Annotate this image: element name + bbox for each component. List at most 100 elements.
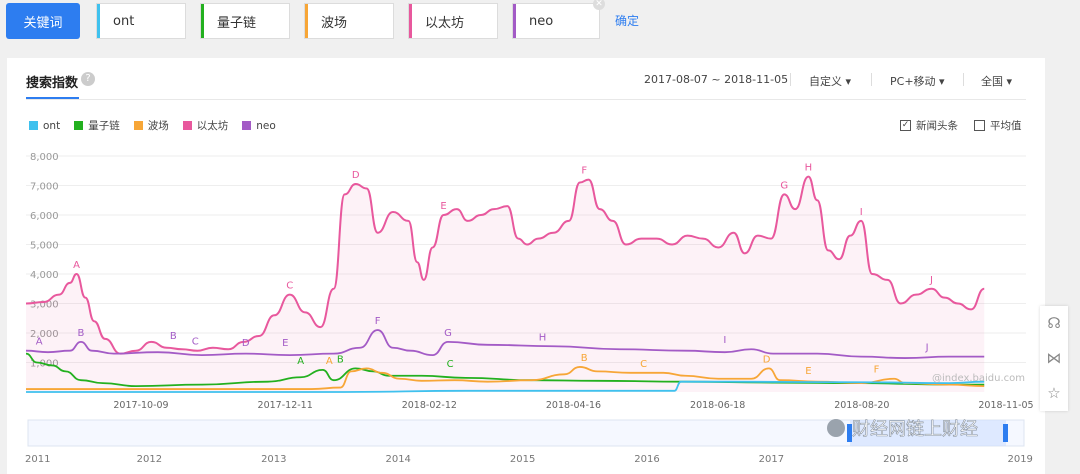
- keyword-ont[interactable]: ont: [96, 3, 186, 39]
- share-icon[interactable]: ⋈: [1046, 349, 1062, 367]
- divider: [26, 99, 1026, 100]
- keyword-label: 以太坊: [425, 15, 465, 31]
- news-checkbox[interactable]: ✓ 新闻头条: [900, 118, 958, 133]
- annotation-label: E: [282, 338, 288, 349]
- timeline-year-label: 2012: [137, 454, 162, 465]
- keyword-qtum[interactable]: 量子链: [200, 3, 290, 39]
- annotation-label: D: [763, 354, 771, 365]
- legend-label: 以太坊: [196, 120, 229, 132]
- annotation-label: J: [925, 343, 929, 354]
- average-label: 平均值: [990, 120, 1022, 132]
- chart-legend: ont 量子链 波场 以太坊 neo: [29, 118, 276, 133]
- keyword-button[interactable]: 关键词: [6, 3, 80, 39]
- legend-swatch: [182, 121, 192, 130]
- keyword-tron[interactable]: 波场: [304, 3, 394, 39]
- y-tick-label: 2,000: [30, 329, 59, 340]
- headset-icon[interactable]: ☊: [1047, 314, 1061, 332]
- legend-label: neo: [256, 119, 276, 132]
- wechat-icon: [827, 419, 845, 437]
- series-line: [25, 329, 985, 359]
- series-line: [25, 175, 985, 355]
- legend-item[interactable]: ont: [29, 118, 60, 133]
- timeline-year-label: 2018: [883, 454, 908, 465]
- x-tick-label: 2018-04-16: [546, 400, 601, 411]
- timeline-year-label: 2016: [634, 454, 659, 465]
- date-range[interactable]: 2017-08-07 ~ 2018-11-05: [644, 73, 789, 86]
- annotation-label: H: [805, 163, 813, 174]
- legend-item[interactable]: 以太坊: [182, 118, 229, 133]
- average-checkbox[interactable]: 平均值: [974, 118, 1022, 133]
- divider: [871, 73, 872, 86]
- timeline-selection: [850, 420, 1006, 446]
- panel-title: 搜索指数: [26, 76, 79, 91]
- timeline-year-label: 2019: [1007, 454, 1032, 465]
- annotation-label: J: [929, 275, 933, 286]
- legend-item[interactable]: 量子链: [74, 118, 120, 133]
- legend-swatch: [74, 121, 84, 130]
- annotation-label: I: [860, 207, 863, 218]
- annotation-label: G: [780, 180, 788, 191]
- annotation-label: F: [874, 365, 880, 376]
- legend-label: 量子链: [88, 120, 120, 132]
- timeline-year-label: 2015: [510, 454, 535, 465]
- annotation-label: H: [539, 332, 547, 343]
- star-icon[interactable]: ☆: [1047, 384, 1061, 402]
- legend-swatch: [29, 121, 38, 130]
- help-icon[interactable]: ?: [81, 72, 95, 86]
- annotation-label: A: [297, 356, 304, 367]
- annotation-label: B: [78, 328, 85, 339]
- annotation-label: D: [242, 338, 250, 349]
- region-dropdown[interactable]: 全国 ▾: [981, 73, 1012, 89]
- search-index-panel: 搜索指数 ? 2017-08-07 ~ 2018-11-05 自定义 ▾ PC+…: [7, 58, 1045, 474]
- checkbox-checked-icon: ✓: [900, 120, 911, 131]
- keyword-neo[interactable]: neo ✕: [512, 0, 605, 39]
- side-toolbar: ☊ ⋈ ☆: [1040, 306, 1068, 411]
- series-line: [26, 380, 985, 393]
- x-tick-label: 2017-10-09: [113, 400, 168, 411]
- y-tick-label: 6,000: [30, 211, 59, 222]
- y-tick-label: 7,000: [30, 182, 59, 193]
- series-area: [26, 176, 985, 392]
- confirm-button[interactable]: 确定: [615, 14, 640, 28]
- checkbox-icon: [974, 120, 985, 131]
- x-tick-label: 2018-02-12: [402, 400, 457, 411]
- legend-item[interactable]: neo: [242, 118, 276, 133]
- legend-label: 波场: [147, 120, 169, 132]
- navigator-handle-left: [847, 424, 852, 442]
- device-dropdown[interactable]: PC+移动 ▾: [890, 73, 945, 89]
- y-tick-label: 4,000: [30, 270, 59, 281]
- y-tick-label: 3,000: [30, 300, 59, 311]
- annotation-label: G: [444, 328, 452, 339]
- legend-label: ont: [43, 119, 61, 132]
- keyword-label: 波场: [321, 15, 348, 31]
- close-icon[interactable]: ✕: [593, 0, 605, 10]
- annotation-label: F: [375, 316, 381, 327]
- annotation-label: C: [286, 281, 293, 292]
- caret-down-icon: ▾: [939, 75, 945, 88]
- legend-item[interactable]: 波场: [133, 118, 169, 133]
- annotation-label: A: [36, 337, 43, 348]
- custom-dropdown[interactable]: 自定义 ▾: [809, 73, 851, 89]
- wechat-account-name: 财经网链上财经: [852, 419, 978, 440]
- timeline-year-label: 2014: [385, 454, 410, 465]
- annotation-label: A: [73, 260, 80, 271]
- annotation-label: F: [581, 166, 587, 177]
- device-label: PC+移动: [890, 75, 936, 88]
- annotation-label: C: [192, 337, 199, 348]
- keyword-label: ont: [113, 13, 135, 29]
- y-tick-label: 8,000: [30, 152, 59, 163]
- annotation-label: B: [170, 331, 177, 342]
- divider: [790, 73, 791, 86]
- y-tick-label: 5,000: [30, 241, 59, 252]
- x-tick-label: 2018-11-05: [978, 400, 1033, 411]
- legend-swatch: [242, 121, 252, 130]
- annotation-label: C: [447, 359, 454, 370]
- keyword-ethereum[interactable]: 以太坊: [408, 3, 498, 39]
- x-tick-label: 2017-12-11: [258, 400, 313, 411]
- wechat-overlay: 财经网链上财经: [827, 419, 978, 440]
- news-label: 新闻头条: [916, 120, 958, 132]
- keyword-label: neo: [529, 13, 554, 29]
- annotation-label: B: [581, 353, 588, 364]
- annotation-label: I: [723, 335, 726, 346]
